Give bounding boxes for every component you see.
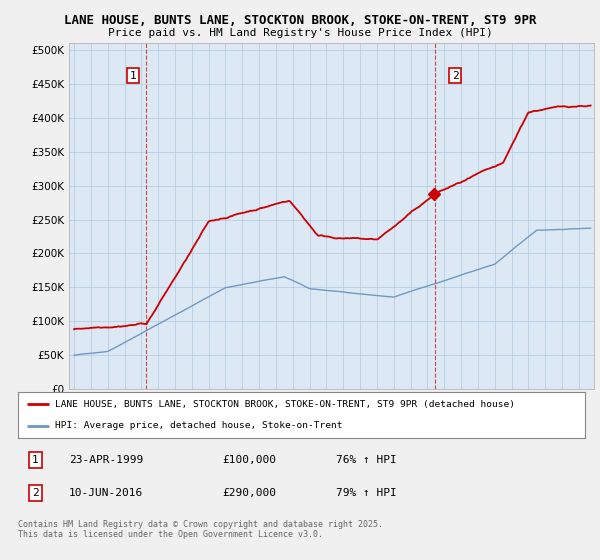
Text: LANE HOUSE, BUNTS LANE, STOCKTON BROOK, STOKE-ON-TRENT, ST9 9PR (detached house): LANE HOUSE, BUNTS LANE, STOCKTON BROOK, … (55, 400, 515, 409)
Text: Price paid vs. HM Land Registry's House Price Index (HPI): Price paid vs. HM Land Registry's House … (107, 28, 493, 38)
Text: 79% ↑ HPI: 79% ↑ HPI (335, 488, 396, 498)
Text: 1: 1 (32, 455, 39, 465)
Text: 10-JUN-2016: 10-JUN-2016 (69, 488, 143, 498)
Text: £290,000: £290,000 (222, 488, 276, 498)
Text: 2: 2 (32, 488, 39, 498)
Text: £100,000: £100,000 (222, 455, 276, 465)
Text: HPI: Average price, detached house, Stoke-on-Trent: HPI: Average price, detached house, Stok… (55, 421, 343, 430)
Text: 2: 2 (452, 71, 458, 81)
Text: 23-APR-1999: 23-APR-1999 (69, 455, 143, 465)
Text: Contains HM Land Registry data © Crown copyright and database right 2025.
This d: Contains HM Land Registry data © Crown c… (18, 520, 383, 539)
Text: 76% ↑ HPI: 76% ↑ HPI (335, 455, 396, 465)
Text: 1: 1 (130, 71, 136, 81)
Text: LANE HOUSE, BUNTS LANE, STOCKTON BROOK, STOKE-ON-TRENT, ST9 9PR: LANE HOUSE, BUNTS LANE, STOCKTON BROOK, … (64, 14, 536, 27)
